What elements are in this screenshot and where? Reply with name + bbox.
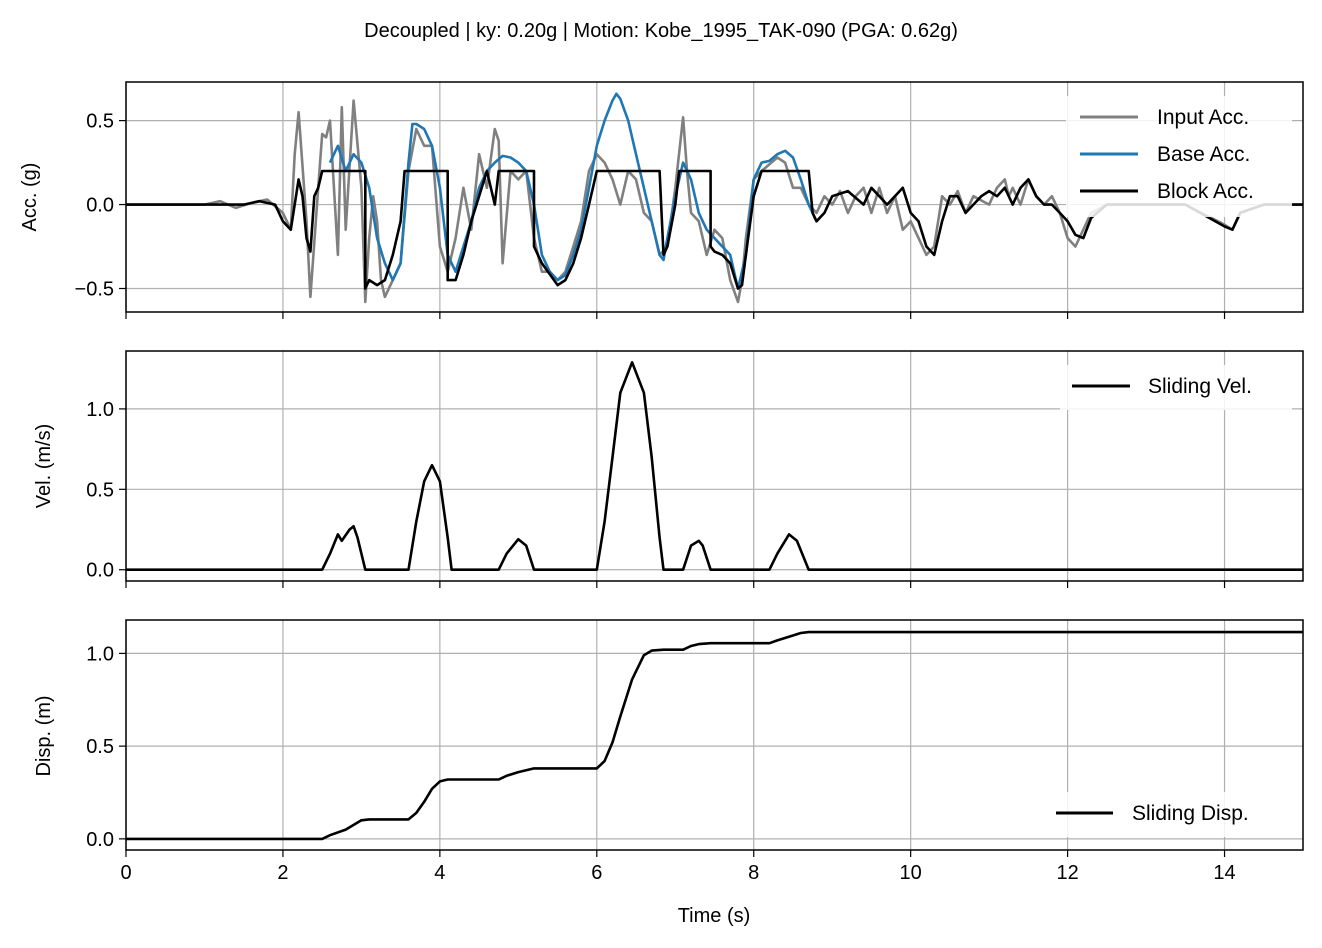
x-tick-label: 6 — [591, 862, 602, 884]
figure-title: Decoupled | ky: 0.20g | Motion: Kobe_199… — [364, 20, 958, 42]
y-tick-label: 0.0 — [86, 560, 114, 582]
vel-axes-frame — [125, 350, 1304, 582]
series-line-block-acc — [126, 169, 1303, 290]
disp-ylabel: Disp. (m) — [33, 695, 55, 776]
y-tick-label: 0.5 — [86, 479, 114, 501]
y-tick-label: 1.0 — [86, 399, 114, 421]
acc-axes-frame — [125, 81, 1304, 313]
velocity-panel: 1.0 0.5 0.0 Vel. (m/s) Sliding Vel. — [33, 350, 1304, 588]
acc-legend: Input Acc. Base Acc. Block Acc. — [1066, 96, 1292, 217]
x-tick-label: 4 — [434, 862, 445, 884]
series-line-base-acc — [328, 92, 818, 290]
x-tick-label: 10 — [900, 862, 922, 884]
y-tick-label: 0.5 — [86, 111, 114, 133]
acc-ticks: 0.5 0.0 −0.5 — [75, 111, 1226, 319]
legend-label-base-acc: Base Acc. — [1157, 143, 1250, 166]
vel-series — [126, 361, 1303, 571]
x-tick-label: 0 — [120, 862, 131, 884]
legend-label-block-acc: Block Acc. — [1157, 180, 1254, 203]
disp-axes-frame — [125, 619, 1304, 851]
x-tick-label: 2 — [277, 862, 288, 884]
y-tick-label: −0.5 — [75, 278, 114, 300]
y-tick-label: 0.0 — [86, 829, 114, 851]
x-tick-label: 14 — [1213, 862, 1235, 884]
disp-ticks: 0 2 4 6 8 10 12 14 1.0 0.5 0.0 — [86, 643, 1235, 884]
series-line-sliding-vel — [126, 361, 1303, 571]
acc-ylabel: Acc. (g) — [19, 163, 41, 232]
acc-series — [126, 92, 1303, 304]
disp-xlabel: Time (s) — [678, 905, 751, 927]
series-line-sliding-disp — [126, 630, 1303, 841]
y-tick-label: 0.0 — [86, 195, 114, 217]
vel-legend: Sliding Vel. — [1060, 365, 1292, 410]
legend-label-sliding-vel: Sliding Vel. — [1148, 375, 1252, 398]
acceleration-panel: 0.5 0.0 −0.5 Acc. (g) Input Acc. Base Acc.… — [19, 81, 1304, 319]
legend-label-input-acc: Input Acc. — [1157, 106, 1249, 129]
legend-label-sliding-disp: Sliding Disp. — [1132, 802, 1249, 825]
disp-legend: Sliding Disp. — [1042, 792, 1292, 837]
x-tick-label: 12 — [1056, 862, 1078, 884]
displacement-panel: 0 2 4 6 8 10 12 141.00.50.0 Disp. (m) Time (s) … — [33, 619, 1304, 927]
vel-ticks: 1.0 0.5 0.0 — [86, 399, 1226, 588]
x-tick-label: 8 — [748, 862, 759, 884]
disp-series — [126, 630, 1303, 841]
vel-ylabel: Vel. (m/s) — [33, 424, 55, 508]
y-tick-label: 0.5 — [86, 736, 114, 758]
y-tick-label: 1.0 — [86, 643, 114, 665]
